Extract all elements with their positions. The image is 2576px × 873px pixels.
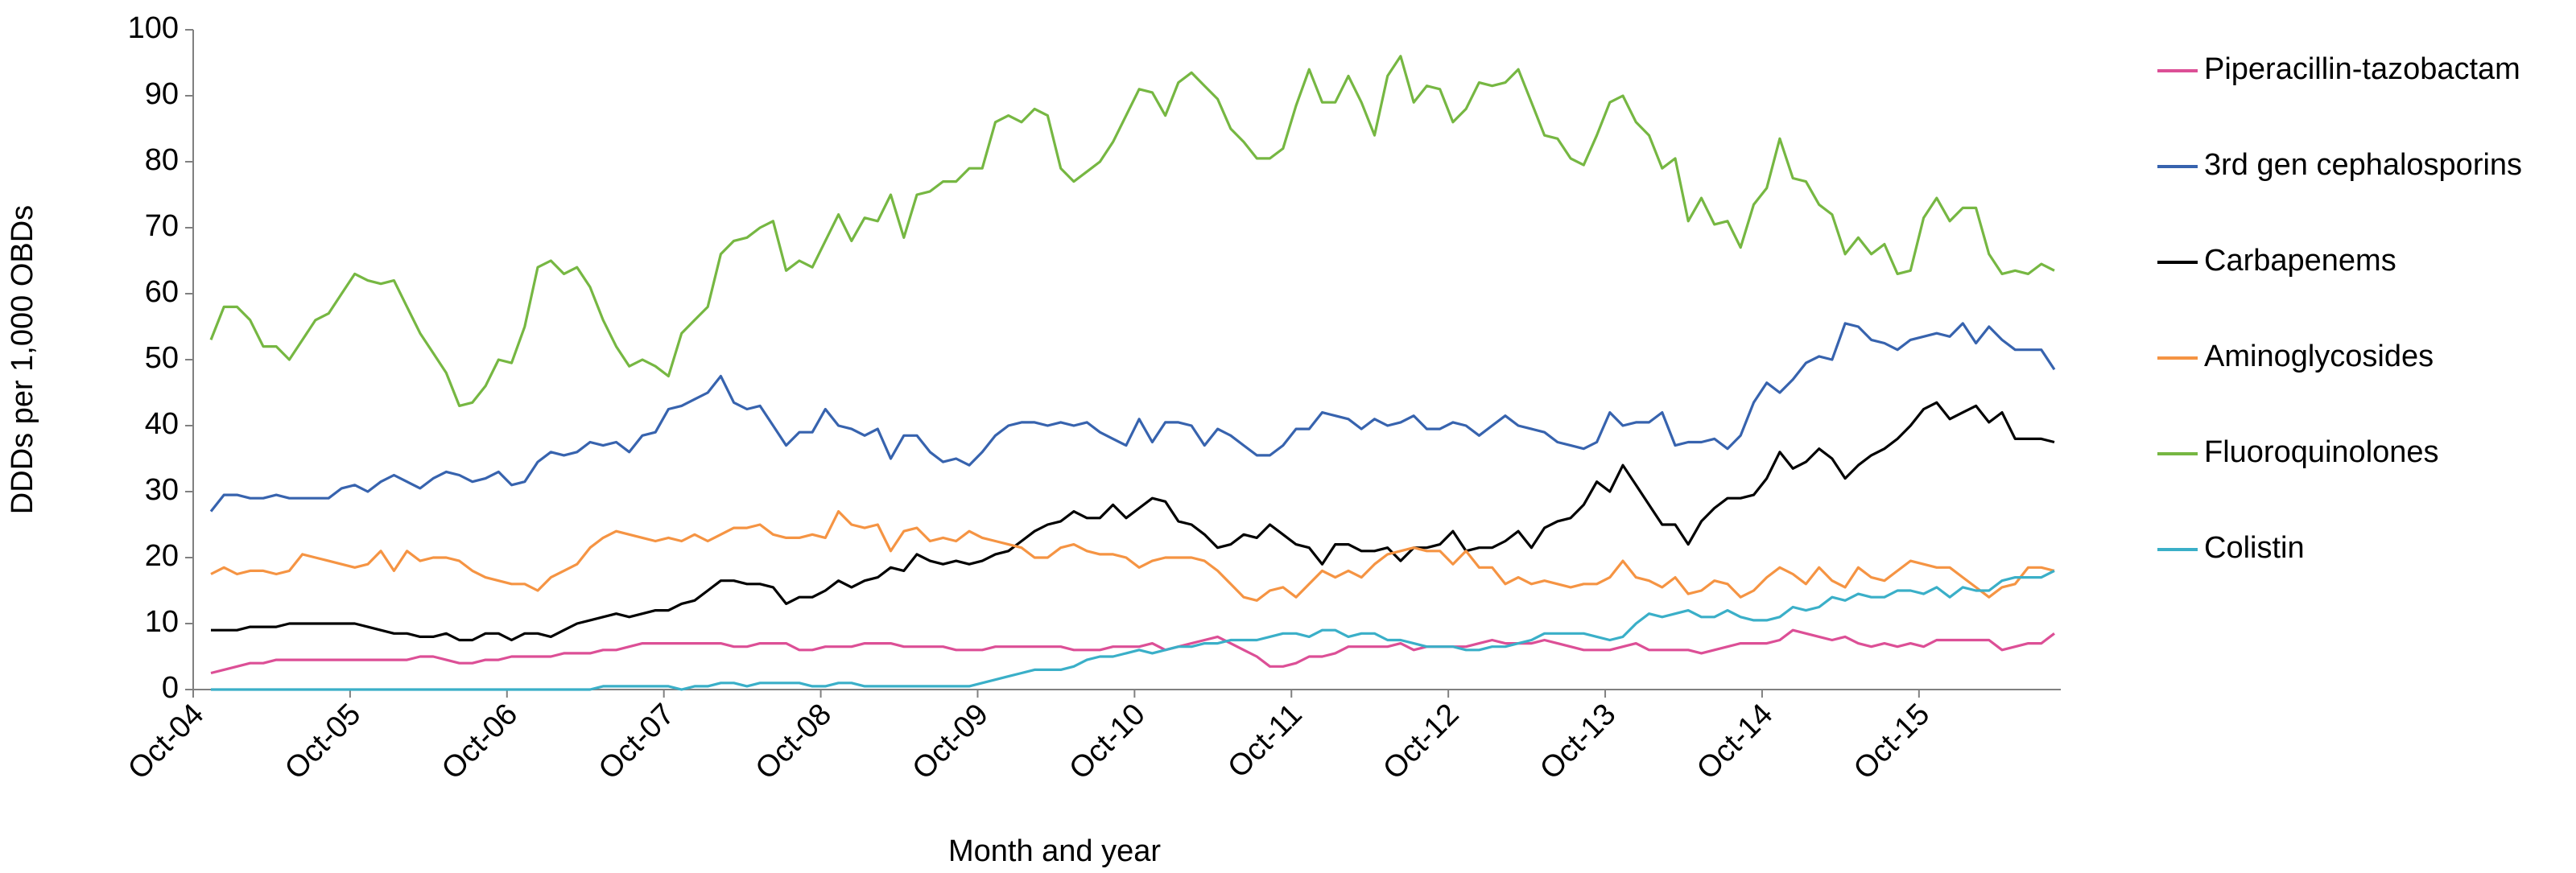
legend-label: Fluoroquinolones [2204,435,2439,469]
x-tick-label: Oct-13 [1534,698,1622,786]
legend-label: Carbapenems [2204,244,2396,278]
x-tick-label: Oct-14 [1690,698,1779,786]
y-tick-label: 0 [162,671,179,705]
y-tick-label: 100 [128,11,179,45]
y-tick-label: 40 [145,407,179,441]
series-line [210,510,2055,602]
series-line [210,628,2055,675]
series-line [211,569,2055,691]
y-tick-label: 30 [145,473,179,507]
x-tick-label: Oct-07 [592,698,681,786]
legend-label: Piperacillin-tazobactam [2204,52,2520,86]
x-tick-label: Oct-08 [749,698,838,786]
y-tick-label: 80 [145,143,179,177]
series-line [211,401,2055,642]
x-tick-label: Oct-04 [122,698,210,786]
x-tick-label: Oct-09 [906,698,995,786]
series-line [209,55,2055,407]
x-axis-title: Month and year [948,834,1161,868]
legend-label: 3rd gen cephalosporins [2204,148,2522,182]
y-tick-label: 10 [145,605,179,639]
legend-label: Aminoglycosides [2204,340,2434,373]
y-tick-label: 90 [145,77,179,111]
y-tick-label: 50 [145,341,179,375]
x-tick-label: Oct-11 [1221,698,1308,784]
y-tick-label: 60 [145,275,179,309]
y-axis-title: DDDs per 1,000 OBDs [6,205,39,514]
x-tick-label: Oct-12 [1377,698,1465,786]
x-tick-label: Oct-06 [436,698,524,786]
series-line [209,322,2056,513]
x-tick-label: Oct-05 [279,698,367,786]
x-tick-label: Oct-10 [1063,698,1151,786]
legend-label: Colistin [2204,531,2305,565]
y-tick-label: 20 [145,539,179,573]
x-tick-label: Oct-15 [1847,698,1936,786]
y-tick-label: 70 [145,209,179,243]
